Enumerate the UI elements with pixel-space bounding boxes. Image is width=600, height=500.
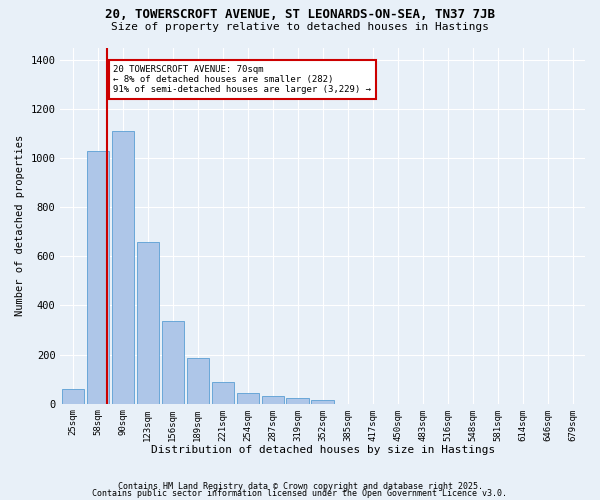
X-axis label: Distribution of detached houses by size in Hastings: Distribution of detached houses by size … — [151, 445, 495, 455]
Y-axis label: Number of detached properties: Number of detached properties — [15, 135, 25, 316]
Bar — [62, 389, 84, 404]
Bar — [161, 322, 184, 404]
Bar — [262, 396, 284, 404]
Bar — [212, 382, 234, 404]
Bar — [187, 358, 209, 404]
Text: 20 TOWERSCROFT AVENUE: 70sqm
← 8% of detached houses are smaller (282)
91% of se: 20 TOWERSCROFT AVENUE: 70sqm ← 8% of det… — [113, 64, 371, 94]
Bar — [137, 242, 159, 404]
Text: Contains public sector information licensed under the Open Government Licence v3: Contains public sector information licen… — [92, 490, 508, 498]
Text: Size of property relative to detached houses in Hastings: Size of property relative to detached ho… — [111, 22, 489, 32]
Text: Contains HM Land Registry data © Crown copyright and database right 2025.: Contains HM Land Registry data © Crown c… — [118, 482, 482, 491]
Bar — [112, 131, 134, 404]
Text: 20, TOWERSCROFT AVENUE, ST LEONARDS-ON-SEA, TN37 7JB: 20, TOWERSCROFT AVENUE, ST LEONARDS-ON-S… — [105, 8, 495, 20]
Bar — [311, 400, 334, 404]
Bar — [286, 398, 309, 404]
Bar — [236, 392, 259, 404]
Bar — [86, 150, 109, 404]
